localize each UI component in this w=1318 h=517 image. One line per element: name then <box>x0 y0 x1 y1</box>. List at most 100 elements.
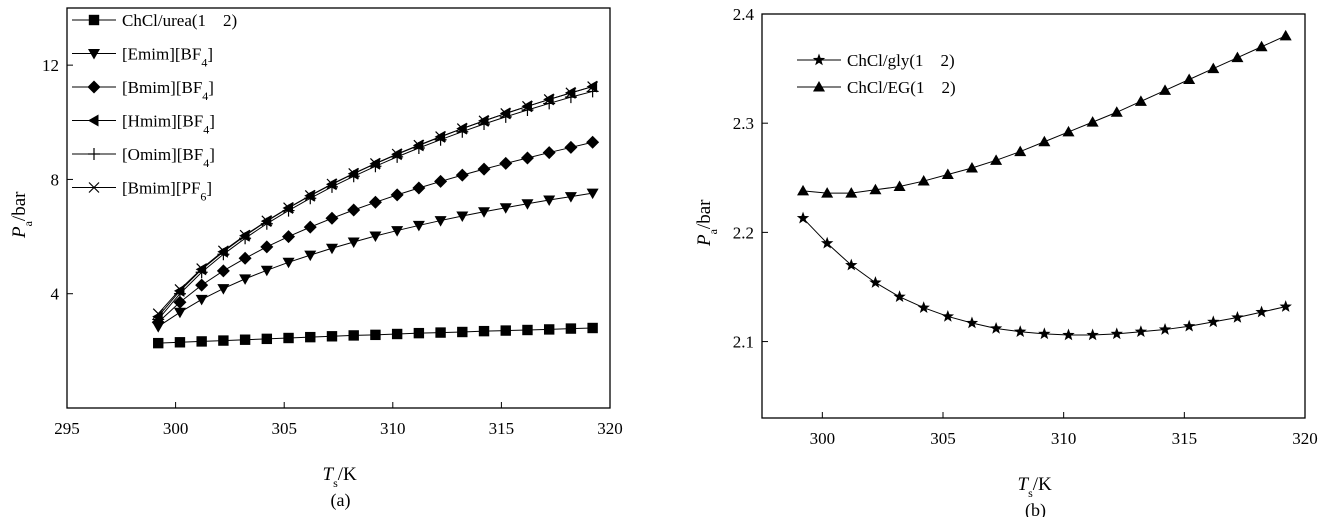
legend-item: [Omim][BF4] <box>72 145 215 170</box>
data-point <box>1231 311 1244 323</box>
data-point <box>499 203 512 214</box>
data-point <box>1182 319 1196 332</box>
data-point <box>174 337 186 348</box>
data-point <box>1134 95 1147 106</box>
data-point <box>478 115 490 127</box>
x-tick-label: 310 <box>1051 429 1077 448</box>
data-point <box>565 87 577 99</box>
data-point <box>1159 84 1172 95</box>
series-chcl-eg-1-2 <box>797 29 1292 198</box>
data-point <box>500 325 511 336</box>
data-point <box>1255 305 1268 318</box>
legend-label: [Bmim][PF6] <box>122 179 212 204</box>
data-point <box>195 278 209 292</box>
legend-marker <box>88 114 99 127</box>
data-point <box>304 190 316 201</box>
data-point <box>1231 51 1244 63</box>
data-point <box>283 332 294 344</box>
data-point <box>587 81 599 92</box>
legend-label: [Omim][BF4] <box>122 145 215 170</box>
data-point <box>1110 327 1123 340</box>
data-point <box>1014 325 1027 337</box>
y-tick-label: 2.2 <box>733 223 754 242</box>
x-axis-label: Ts/K <box>323 464 358 490</box>
data-point <box>821 187 834 198</box>
legend-marker <box>88 148 100 160</box>
data-point <box>456 123 468 134</box>
data-point <box>304 192 317 205</box>
data-point <box>1038 135 1051 147</box>
data-point <box>522 324 533 336</box>
legend-label: ChCl/gly(1 2) <box>847 51 955 70</box>
y-axis-label: Pa/bar <box>694 199 720 247</box>
data-point <box>564 140 578 154</box>
data-point <box>543 324 555 335</box>
data-point <box>797 184 810 196</box>
y-tick-label: 12 <box>42 56 59 75</box>
data-point <box>564 192 577 203</box>
data-point <box>391 150 404 163</box>
legend-label: [Hmim][BF4] <box>122 112 215 137</box>
y-tick-label: 4 <box>51 285 60 304</box>
data-point <box>217 284 230 295</box>
x-axis-label: Ts/K <box>1018 474 1053 500</box>
data-point <box>869 183 882 195</box>
data-point <box>325 243 338 255</box>
data-point <box>542 146 556 160</box>
data-point <box>457 326 468 338</box>
data-point <box>434 174 448 188</box>
data-point <box>941 309 955 322</box>
data-point <box>965 316 979 329</box>
y-tick-label: 2.4 <box>733 5 755 24</box>
data-point <box>369 158 381 169</box>
data-point <box>478 325 490 337</box>
legend-item: ChCl/EG(1 2) <box>797 78 956 97</box>
data-point <box>543 195 556 206</box>
data-point <box>478 118 491 130</box>
legend-label: ChCl/EG(1 2) <box>847 78 956 97</box>
data-point <box>195 294 208 306</box>
x-tick-label: 305 <box>930 429 956 448</box>
data-point <box>1062 328 1075 341</box>
data-point <box>218 335 229 346</box>
data-point <box>586 85 599 98</box>
data-point <box>1158 323 1172 335</box>
data-point <box>239 229 251 241</box>
legend-marker <box>88 14 100 26</box>
data-point <box>260 240 274 254</box>
data-point <box>370 329 381 341</box>
data-point <box>239 274 252 285</box>
data-point <box>283 202 294 214</box>
data-point <box>196 336 207 347</box>
data-point <box>796 211 810 224</box>
data-point <box>412 142 425 154</box>
data-point <box>391 226 404 237</box>
data-point <box>326 331 338 342</box>
data-point <box>412 181 426 195</box>
data-point <box>1207 315 1220 328</box>
data-point <box>152 308 164 320</box>
y-axis-label: Pa/bar <box>9 191 35 239</box>
data-point <box>304 250 317 262</box>
data-point <box>369 160 382 173</box>
legend-item: [Hmim][BF4] <box>72 112 215 137</box>
data-point <box>260 265 273 277</box>
data-point <box>456 211 469 222</box>
data-point <box>500 108 512 119</box>
data-point <box>586 188 599 200</box>
data-point <box>413 327 425 339</box>
legend-item: [Bmim][PF6] <box>72 179 212 204</box>
data-point <box>990 154 1003 165</box>
chart-panel-b: 300 305 310 315 320 2.1 2.2 2.3 2.4 Ts/K Pa/bar (b)… <box>694 5 1318 517</box>
legend-label: [Emim][BF4] <box>122 45 213 70</box>
data-point <box>917 175 930 186</box>
data-point <box>152 313 165 326</box>
data-point <box>522 100 533 112</box>
x-tick-label: 295 <box>54 419 80 438</box>
data-point <box>477 162 491 176</box>
data-point <box>216 264 230 278</box>
data-point <box>917 301 930 313</box>
data-point <box>347 203 361 217</box>
legend-label: [Bmim][BF4] <box>122 78 214 103</box>
